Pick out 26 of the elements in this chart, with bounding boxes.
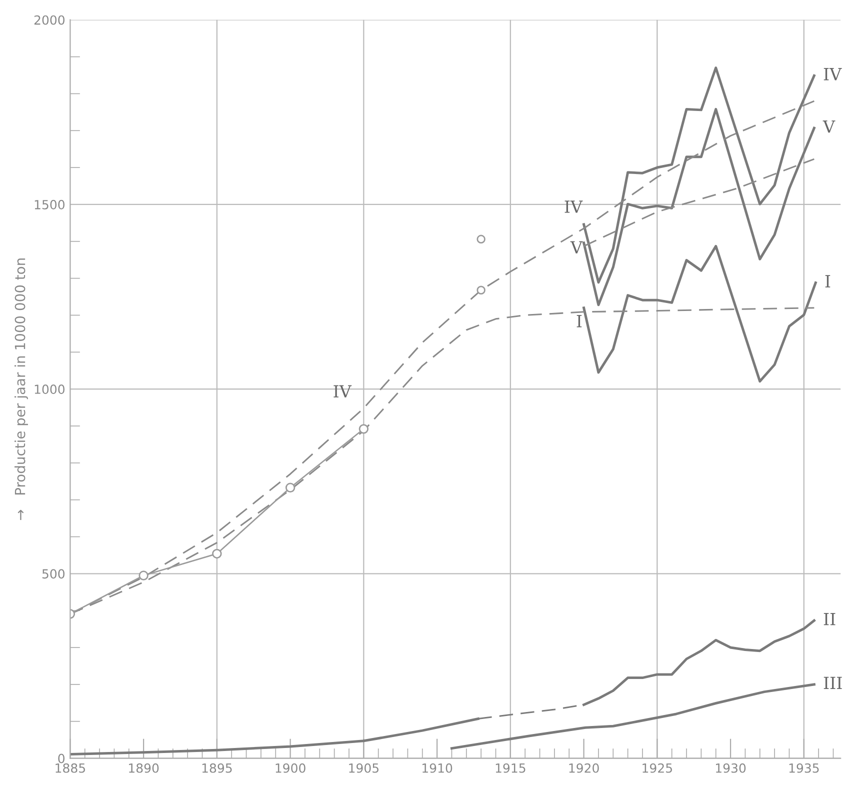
x-tick-label: 1915: [496, 763, 526, 773]
y-tick-label: 2000: [34, 15, 64, 25]
y-tick-label: 500: [42, 569, 64, 579]
series-label: IV: [824, 68, 842, 80]
x-tick-label: 1910: [422, 763, 452, 773]
annotation: IV: [564, 200, 583, 213]
series-label: I: [825, 275, 830, 288]
x-tick-label: 1925: [642, 763, 672, 773]
series-label: V: [822, 120, 836, 133]
series-label: II: [824, 613, 836, 626]
annotation: IV: [334, 385, 352, 398]
x-tick-label: 1930: [716, 763, 746, 773]
y-axis-title: → Productie per jaar in 1000 000 ton: [14, 258, 28, 520]
x-tick-label: 1935: [789, 763, 819, 773]
x-tick-label: 1895: [202, 763, 232, 773]
x-tick-label: 1920: [569, 763, 599, 773]
x-tick-label: 1900: [276, 763, 306, 773]
y-tick-label: 0: [58, 754, 64, 764]
annotation: V: [570, 241, 583, 254]
x-tick-label: 1890: [129, 763, 159, 773]
x-tick-label: 1905: [349, 763, 378, 773]
y-tick-label: 1000: [34, 384, 64, 394]
series-label: III: [824, 676, 842, 690]
x-tick-label: 1885: [56, 763, 86, 773]
y-tick-label: 1500: [34, 200, 64, 210]
annotation: I: [576, 315, 582, 328]
